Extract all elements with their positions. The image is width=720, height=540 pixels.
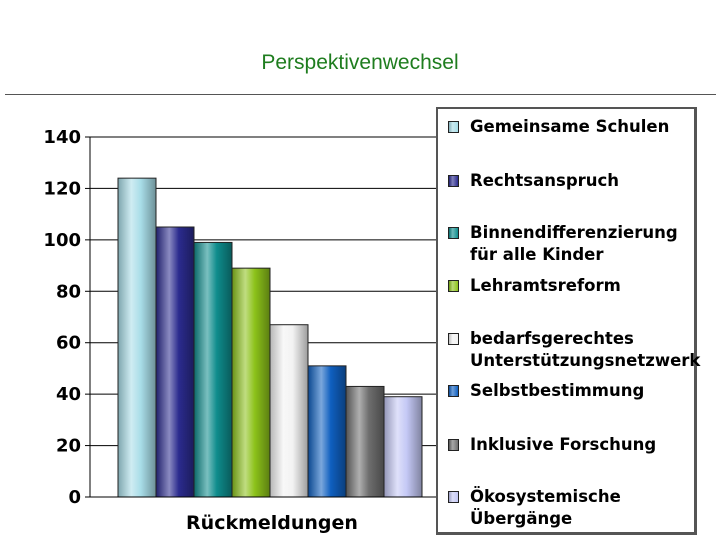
y-tick-label: 80 (56, 281, 81, 302)
bar-8 (383, 396, 423, 498)
legend-label: Binnendifferenzierung für alle Kinder (470, 223, 678, 264)
y-tick-label: 140 (43, 127, 81, 148)
legend: Gemeinsame Schulen Rechtsanspruch Binnendi… (436, 107, 701, 535)
legend-label: Inklusive Forschung (470, 435, 657, 454)
y-tick-label: 100 (43, 230, 81, 251)
legend-label: Lehramtsreform (470, 276, 621, 295)
legend-swatch (448, 121, 459, 133)
legend-swatch (448, 227, 459, 239)
bars (117, 177, 423, 498)
y-tick-label: 0 (68, 487, 81, 508)
legend-label: Ökosystemische Übergänge (470, 487, 621, 528)
legend-swatch (448, 439, 459, 451)
legend-label: Rechtsanspruch (470, 171, 620, 190)
legend-label: Selbstbestimmung (470, 381, 645, 400)
legend-label: bedarfsgerechtes Unterstützungsnetzwerk (470, 329, 701, 370)
slide-title: Perspektivenwechsel (261, 51, 459, 74)
bar-4 (231, 267, 271, 498)
bar-2 (155, 226, 195, 498)
legend-swatch (448, 280, 459, 292)
legend-swatch (448, 491, 459, 503)
bar-6 (307, 365, 347, 498)
y-axis-ticks: 0 20 40 60 80 100 120 140 (43, 127, 90, 508)
bar-5 (269, 324, 309, 498)
legend-swatch (448, 175, 459, 187)
x-axis-label: Rückmeldungen (186, 512, 358, 534)
legend-swatch (448, 385, 459, 397)
bar-1 (117, 177, 157, 498)
y-tick-label: 20 (56, 436, 81, 457)
y-tick-label: 120 (43, 178, 81, 199)
legend-swatch (448, 333, 459, 345)
y-tick-label: 40 (56, 384, 81, 405)
bar-3 (193, 241, 233, 498)
legend-label: Gemeinsame Schulen (470, 117, 670, 136)
bar-7 (345, 385, 385, 498)
y-tick-label: 60 (56, 333, 81, 354)
title-divider (5, 94, 716, 95)
